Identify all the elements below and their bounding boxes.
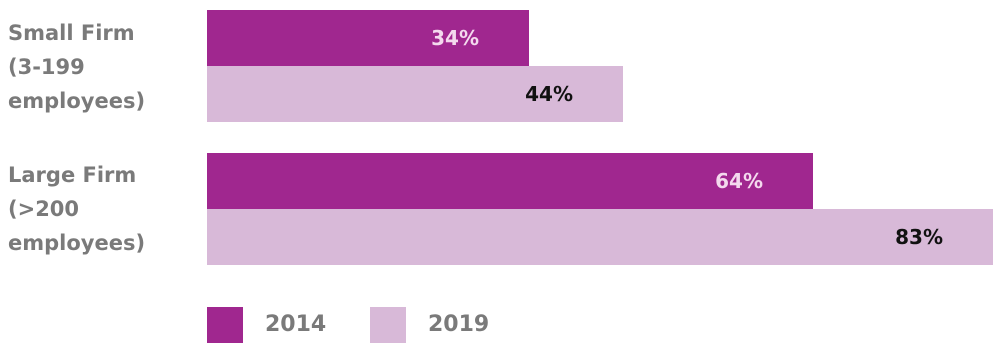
bar-large-firm-2014: 64% [207, 153, 813, 209]
legend-label-2014: 2014 [265, 312, 327, 337]
bar-small-firm-2014: 34% [207, 10, 529, 66]
data-label-large-firm-2019: 83% [895, 225, 943, 249]
bar-large-firm-2019: 83% [207, 209, 993, 265]
legend-label-2019: 2019 [428, 312, 490, 337]
data-label-small-firm-2019: 44% [525, 82, 573, 106]
data-label-small-firm-2014: 34% [431, 26, 479, 50]
legend-swatch-2019 [370, 307, 406, 343]
category-label-large-firm: Large Firm (>200 employees) [8, 163, 146, 255]
data-label-large-firm-2014: 64% [715, 169, 763, 193]
category-label-small-firm: Small Firm (3-199 employees) [8, 21, 146, 113]
bar-small-firm-2019: 44% [207, 66, 623, 122]
legend-swatch-2014 [207, 307, 243, 343]
